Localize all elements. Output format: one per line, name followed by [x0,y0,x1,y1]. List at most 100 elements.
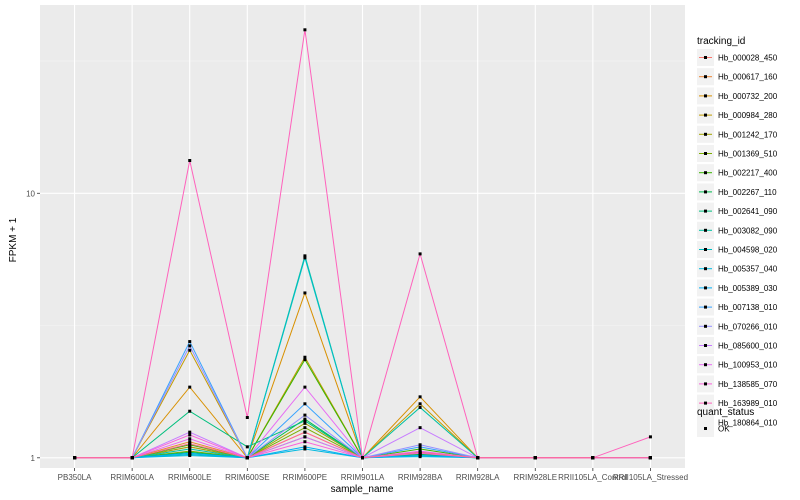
shape-legend-title: quant_status [697,407,754,418]
legend-item: Hb_001242_170 [697,125,778,143]
legend-item: Hb_001369_510 [697,145,778,162]
data-point [188,442,192,446]
legend-item: Hb_000732_200 [697,87,778,105]
legend-key-point [704,132,707,136]
data-point [418,252,422,256]
data-point [361,456,364,460]
data-point [418,426,422,430]
data-point [418,450,422,454]
legend-label: Hb_002641_090 [718,207,778,216]
data-point [418,405,422,409]
legend-label: Hb_005357_040 [718,265,778,274]
legend-label: Hb_003082_090 [718,226,778,235]
legend-label: Hb_004598_020 [718,246,778,255]
data-point [188,447,192,451]
data-point [418,447,422,451]
data-point [188,348,192,352]
data-point [303,358,307,362]
data-point [591,456,595,460]
x-tick-label: RRIM600LE [168,473,212,482]
legend-item: Hb_002641_090 [697,202,778,220]
y-axis: 1 10 [26,189,40,463]
data-point [648,435,652,439]
legend-label: Hb_001369_510 [718,150,778,159]
legend-key-point [704,305,707,309]
x-tick-label: RRII105LA_Stressed [613,473,688,482]
data-point [188,454,192,458]
data-point [303,254,307,258]
data-point [130,456,134,460]
legend-label: Hb_001242_170 [718,130,778,139]
legend-item: Hb_002217_400 [697,164,778,182]
data-point [188,409,192,413]
data-point [303,430,307,434]
legend-item: Hb_163989_010 [697,394,778,412]
data-point [303,440,307,444]
legend-item: Hb_138585_070 [697,375,778,393]
legend-key-point [704,286,707,290]
legend-key-point [704,209,707,213]
legend-key-point [704,382,707,386]
legend-key-point [704,267,707,271]
legend-label: Hb_180864_010 [718,418,778,427]
y-axis-title: FPKM + 1 [8,217,19,262]
data-point [188,340,192,344]
legend-item: Hb_002267_110 [697,183,777,201]
legend-key-point [704,228,707,232]
data-point [303,28,307,32]
data-point [188,385,192,389]
data-point [303,385,307,389]
legend-item: Hb_005357_040 [697,260,778,278]
data-point [418,454,422,458]
legend-key-point [704,401,707,405]
legend-key-point [704,75,707,79]
x-tick-label: RRIM600LA [110,473,154,482]
data-point [303,421,307,425]
legend-key-point [704,56,707,59]
y-tick-label: 1 [31,454,36,463]
x-tick-label: RRIM928LE [513,473,557,482]
legend-label: Hb_085600_010 [718,342,778,351]
shape-legend-item: OK [697,420,730,437]
data-point [418,395,422,399]
data-point [418,402,422,406]
legend-item: Hb_003082_090 [697,221,778,239]
data-point [188,430,192,434]
data-point [188,440,192,444]
shape-legend: quant_status OK [697,407,754,437]
x-tick-label: RRIM928BA [398,473,443,482]
data-point [418,445,422,449]
x-axis-title: sample_name [331,484,394,495]
legend-label: Hb_070266_010 [718,322,778,331]
x-axis: PB350LA RRIM600LA RRIM600LE RRIM600SE RRIM60… [58,468,688,482]
data-point [303,402,307,406]
data-point [303,419,307,423]
legend-title: tracking_id [697,36,745,47]
legend-key-point [704,248,707,251]
x-tick-label: RRIM928LA [456,473,500,482]
data-point [418,443,422,447]
data-point [245,416,249,420]
legend-label: Hb_163989_010 [718,399,778,408]
shape-legend-label: OK [718,425,730,434]
data-point [303,256,307,260]
legend-item: Hb_000028_450 [697,49,778,66]
legend-item: Hb_085600_010 [697,337,778,354]
legend-item: Hb_005389_030 [697,279,778,297]
legend-key-point [704,344,707,347]
legend-key-point [704,113,707,117]
x-tick-label: PB350LA [58,473,92,482]
data-point [303,445,307,449]
data-point [303,291,307,295]
legend-label: Hb_005389_030 [718,284,778,293]
x-tick-label: RRIM901LA [341,473,385,482]
data-point [648,456,652,460]
data-point [303,355,307,359]
data-point [476,456,480,460]
y-tick-label: 10 [26,189,35,198]
data-point [245,445,249,449]
legend-label: Hb_002267_110 [718,188,777,197]
data-point [303,435,307,439]
legend-item: Hb_100953_010 [697,356,778,374]
